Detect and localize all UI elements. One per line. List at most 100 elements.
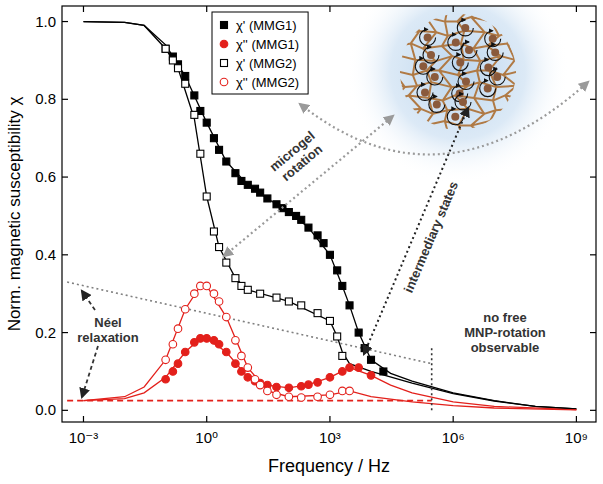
- nanoparticle: [493, 73, 501, 81]
- y-tick: [62, 332, 68, 333]
- annotation-line: Néel: [94, 315, 121, 330]
- data-point: [285, 209, 292, 216]
- neel-arrow-up: [82, 291, 95, 310]
- x-tick-top: [83, 6, 84, 12]
- rotation-arrow: [455, 94, 471, 110]
- data-point: [355, 329, 362, 336]
- annotation: no freeMNP-rotationobservable: [464, 310, 546, 355]
- microgel-arrow: [224, 116, 393, 256]
- rotation-arrow: [487, 44, 503, 60]
- data-point: [367, 372, 375, 380]
- data-point: [314, 393, 322, 401]
- nanoparticle: [462, 78, 470, 86]
- background: [0, 0, 603, 484]
- data-point: [273, 383, 281, 391]
- annotation-line: MNP-rotation: [464, 325, 546, 340]
- data-point: [232, 275, 239, 282]
- axes: 10⁻³10⁰10³10⁶10⁹0.00.20.40.60.81.0Freque…: [5, 6, 596, 476]
- data-point: [210, 290, 218, 298]
- y-tick-label: 0.2: [35, 324, 56, 341]
- annotation-line: no free: [483, 310, 526, 325]
- data-point: [232, 337, 240, 345]
- legend-marker: [220, 78, 228, 86]
- x-tick-top: [576, 6, 577, 12]
- data-point: [305, 224, 312, 231]
- legend: χ' (MMG1)χ'' (MMG1)χ' (MMG2)χ'' (MMG2): [212, 12, 308, 94]
- nanoparticle: [484, 85, 492, 93]
- y-tick-label: 0.4: [35, 246, 56, 263]
- microgel-network: [376, 6, 549, 140]
- data-point: [256, 381, 264, 389]
- data-point: [238, 352, 246, 360]
- microgel-inset: [346, 6, 570, 184]
- nanoparticle: [421, 88, 429, 96]
- annotation-line: intermediary states: [401, 179, 461, 295]
- neel-arrow-down: [82, 346, 98, 397]
- rotation-arrow: [420, 29, 436, 45]
- data-point: [210, 228, 217, 235]
- x-tick-top: [329, 6, 330, 12]
- data-point: [339, 352, 346, 359]
- nanoparticle: [456, 59, 464, 67]
- data-point: [223, 313, 231, 321]
- annotation-line: rotation: [278, 141, 325, 184]
- series-line: [83, 22, 576, 409]
- data-point: [346, 387, 354, 395]
- data-point: [169, 57, 176, 64]
- data-point: [181, 305, 189, 313]
- data-point: [232, 170, 239, 177]
- data-point: [215, 340, 223, 348]
- rotation-arrow: [458, 74, 474, 90]
- x-tick-label: 10⁹: [565, 429, 588, 446]
- nanoparticle: [459, 98, 467, 106]
- data-point: [314, 310, 321, 317]
- legend-label: χ' (MMG2): [236, 56, 297, 71]
- nanoparticle: [465, 46, 473, 54]
- nanoparticle: [433, 100, 441, 108]
- y-tick-right: [590, 176, 596, 177]
- x-tick: [206, 416, 207, 422]
- rotation-arrow: [423, 47, 439, 63]
- microgel-glow: [346, 6, 570, 184]
- data-point: [264, 195, 271, 202]
- data: [67, 22, 576, 411]
- annotation-line: relaxation: [77, 330, 138, 345]
- x-tick: [576, 416, 577, 422]
- data-point: [175, 65, 182, 72]
- data-point: [346, 364, 354, 372]
- y-tick-label: 0.8: [35, 90, 56, 107]
- x-tick-label: 10⁶: [442, 429, 465, 446]
- data-point: [244, 364, 252, 372]
- nanoparticle: [427, 51, 435, 59]
- data-point: [339, 368, 347, 376]
- y-tick-right: [590, 332, 596, 333]
- annotation-arrows: [82, 82, 588, 397]
- data-point: [203, 335, 211, 343]
- rotation-arrow: [461, 42, 477, 58]
- data-point: [197, 150, 204, 157]
- data-point: [355, 364, 363, 372]
- data-point: [244, 373, 252, 381]
- y-tick: [62, 254, 68, 255]
- x-tick: [329, 416, 330, 422]
- data-point: [232, 360, 240, 368]
- legend-label: χ' (MMG1): [236, 18, 297, 33]
- data-point: [162, 375, 170, 383]
- rotation-arrow: [427, 69, 443, 85]
- data-point: [203, 193, 210, 200]
- data-point: [297, 382, 305, 390]
- legend-box: [212, 12, 308, 94]
- data-point: [203, 282, 211, 290]
- data-point: [174, 360, 182, 368]
- rotation-arrow: [480, 60, 496, 76]
- data-point: [182, 80, 189, 87]
- data-point: [273, 294, 280, 301]
- y-tick: [62, 410, 68, 411]
- y-tick-label: 0.6: [35, 168, 56, 185]
- series-line: [67, 282, 432, 364]
- data-point: [298, 216, 305, 223]
- data-point: [223, 158, 230, 165]
- data-point: [244, 286, 251, 293]
- data-point: [210, 135, 217, 142]
- y-tick: [62, 176, 68, 177]
